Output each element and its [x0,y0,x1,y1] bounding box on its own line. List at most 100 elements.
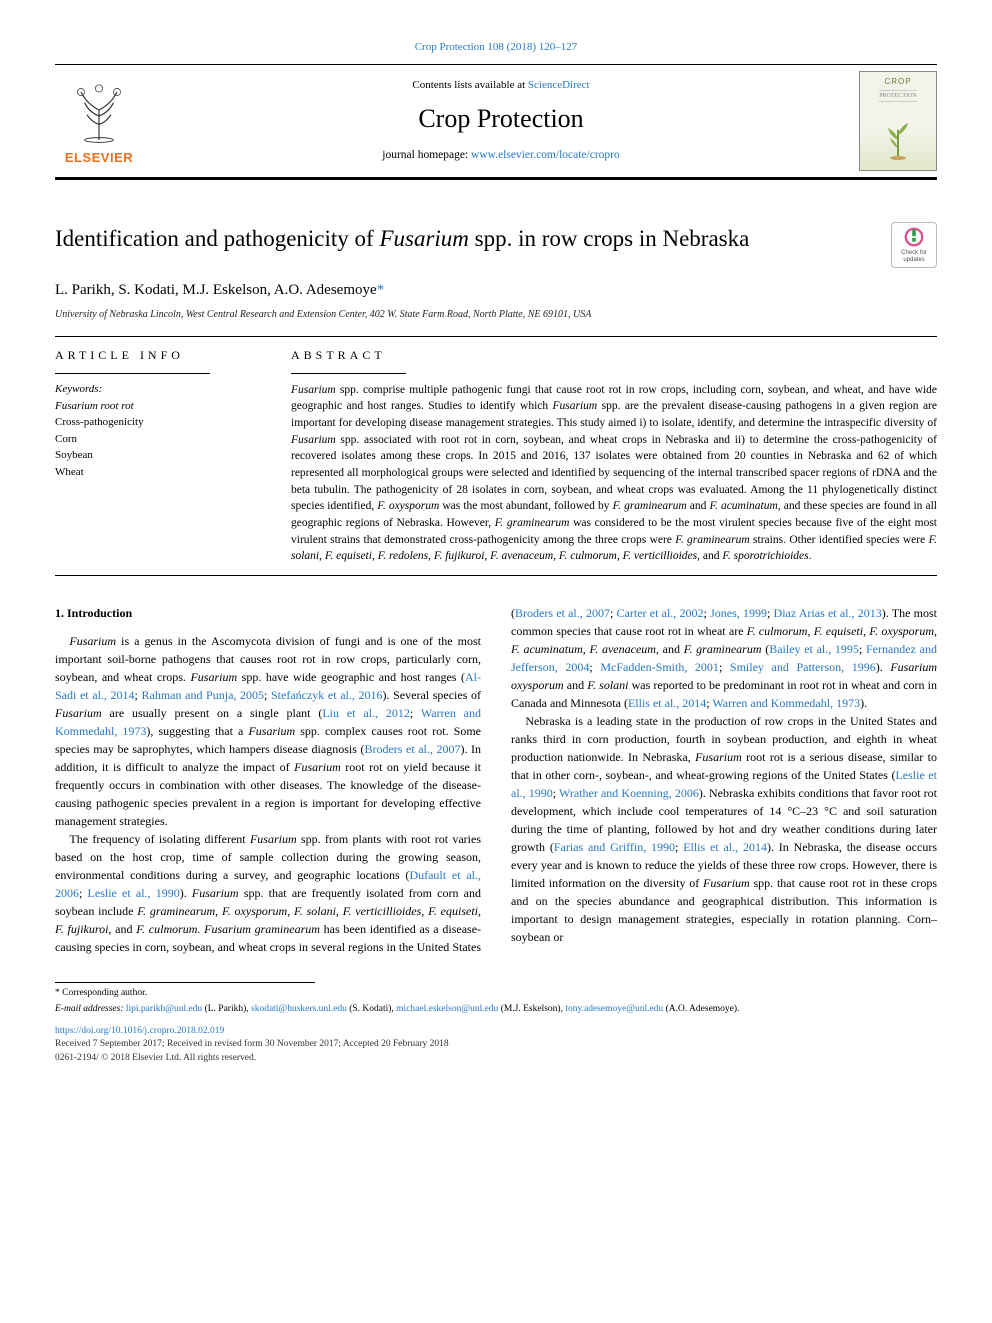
email-link[interactable]: lipi.parikh@unl.edu [126,1004,202,1014]
text-run: Fusarium [553,400,598,412]
text-run: ). [860,696,867,710]
text-run: ; [79,886,88,900]
citation-link[interactable]: Liu et al., 2012 [322,706,410,720]
homepage-line: journal homepage: www.elsevier.com/locat… [143,147,859,164]
doi-link[interactable]: https://doi.org/10.1016/j.cropro.2018.02… [55,1026,224,1036]
journal-title: Crop Protection [143,100,859,138]
header-center: Contents lists available at ScienceDirec… [143,78,859,164]
check-updates-badge[interactable]: Check for updates [891,222,937,268]
abstract-rule [291,373,406,374]
text-run: spp. have wide geographic and host range… [237,670,465,684]
keywords-label: Keywords: [55,382,255,398]
keywords-list: Fusarium root rotCross-pathogenicityCorn… [55,398,255,481]
text-run: ; [410,706,421,720]
cover-title: CROP [884,76,911,88]
text-run: F. sporotrichioides [722,550,808,562]
email-label: E-mail addresses: [55,1004,126,1014]
citation-link[interactable]: Stefańczyk et al., 2016 [271,688,383,702]
divider [55,336,937,337]
received-line: Received 7 September 2017; Received in r… [55,1038,937,1052]
text-run: F. acuminatum [709,500,777,512]
citation-link[interactable]: Rahman and Punja, 2005 [142,688,265,702]
email-link[interactable]: skodati@huskers.unl.edu [251,1004,347,1014]
email-link[interactable]: michael.eskelson@unl.edu [396,1004,498,1014]
title-species: Fusarium [379,226,468,251]
citation-link[interactable]: Farias and Griffin, 1990 [554,840,675,854]
text-run: F. graminearum [684,642,762,656]
text-run: F. culmorum. Fusarium graminearum [136,922,320,936]
article-info-heading: ARTICLE INFO [55,347,255,364]
citation-link[interactable]: Smiley and Patterson, 1996 [730,660,876,674]
text-run: ). [876,660,891,674]
text-run: ; [135,688,142,702]
text-run: F. culmorum [559,550,617,562]
text-run: Fusarium [294,760,341,774]
text-run: Fusarium [695,750,742,764]
cover-plant-icon [878,110,918,160]
body-text: 1. Introduction Fusarium is a genus in t… [55,604,937,956]
keyword-item: Corn [55,431,255,448]
citation-link[interactable]: Broders et al., 2007 [515,606,610,620]
text-run: F. oxysporum [377,500,439,512]
corresponding-note: * Corresponding author. [55,987,315,1001]
text-run: F. graminearum [613,500,687,512]
text-run: ; [675,840,683,854]
text-run: The frequency of isolating different [69,832,250,846]
citation-link[interactable]: Diaz Arias et al., 2013 [774,606,882,620]
intro-p1: Fusarium is a genus in the Ascomycota di… [55,632,481,830]
text-run: and [687,500,710,512]
corresponding-mark[interactable]: * [377,282,385,298]
text-run: Fusarium [190,670,237,684]
update-icon [903,226,925,248]
info-rule [55,373,210,374]
citation-link[interactable]: Warren and Kommedahl, 1973 [712,696,860,710]
citation-link[interactable]: Crop Protection 108 (2018) 120–127 [415,41,578,53]
text-run: F. verticillioides [623,550,698,562]
text-run: F. fujikuroi [434,550,484,562]
text-run: , and [656,642,684,656]
text-run: ). [180,886,192,900]
authors: L. Parikh, S. Kodati, M.J. Eskelson, A.O… [55,280,937,302]
abstract-text: Fusarium spp. comprise multiple pathogen… [291,382,937,565]
journal-cover-thumbnail: CROP PROTECTION [859,71,937,171]
text-run: ; [719,660,730,674]
citation-link[interactable]: Leslie et al., 1990 [88,886,180,900]
citation-link[interactable]: Ellis et al., 2014 [683,840,767,854]
citation-link[interactable]: Ellis et al., 2014 [628,696,706,710]
text-run: strains. Other identified species were [750,534,929,546]
journal-header: ELSEVIER Contents lists available at Sci… [55,64,937,180]
text-run: Fusarium [69,634,116,648]
text-run: Fusarium [291,434,336,446]
citation-link[interactable]: Broders et al., 2007 [364,742,460,756]
citation-link[interactable]: Carter et al., 2002 [617,606,704,620]
text-run: are usually present on a single plant ( [102,706,323,720]
text-run: F. solani [587,678,628,692]
keyword-item: Cross-pathogenicity [55,414,255,431]
sciencedirect-link[interactable]: ScienceDirect [528,79,590,91]
text-run: was the most abundant, followed by [439,500,612,512]
citation-header: Crop Protection 108 (2018) 120–127 [55,40,937,56]
text-run: ). Several species of [383,688,482,702]
contents-prefix: Contents lists available at [412,79,527,91]
citation-link[interactable]: McFadden-Smith, 2001 [600,660,719,674]
citation-link[interactable]: Bailey et al., 1995 [769,642,859,656]
article-info: ARTICLE INFO Keywords: Fusarium root rot… [55,347,255,565]
intro-heading: 1. Introduction [55,604,481,622]
text-run: ), suggesting that a [146,724,248,738]
publisher-logo: ELSEVIER [55,74,143,168]
title-post: spp. in row crops in Nebraska [469,226,749,251]
citation-link[interactable]: Jones, 1999 [710,606,767,620]
affiliation: University of Nebraska Lincoln, West Cen… [55,308,937,323]
info-abstract-row: ARTICLE INFO Keywords: Fusarium root rot… [55,347,937,565]
email-name: (L. Parikh), [202,1004,251,1014]
email-link[interactable]: tony.adesemoye@unl.edu [565,1004,663,1014]
text-run: F. graminearum [495,517,570,529]
text-run: and [564,678,588,692]
keyword-item: Wheat [55,464,255,481]
text-run: . [809,550,812,562]
author-list: L. Parikh, S. Kodati, M.J. Eskelson, A.O… [55,282,377,298]
citation-link[interactable]: Wrather and Koenning, 2006 [559,786,699,800]
homepage-prefix: journal homepage: [382,149,471,161]
homepage-link[interactable]: www.elsevier.com/locate/cropro [471,149,620,161]
copyright-line: 0261-2194/ © 2018 Elsevier Ltd. All righ… [55,1052,937,1066]
